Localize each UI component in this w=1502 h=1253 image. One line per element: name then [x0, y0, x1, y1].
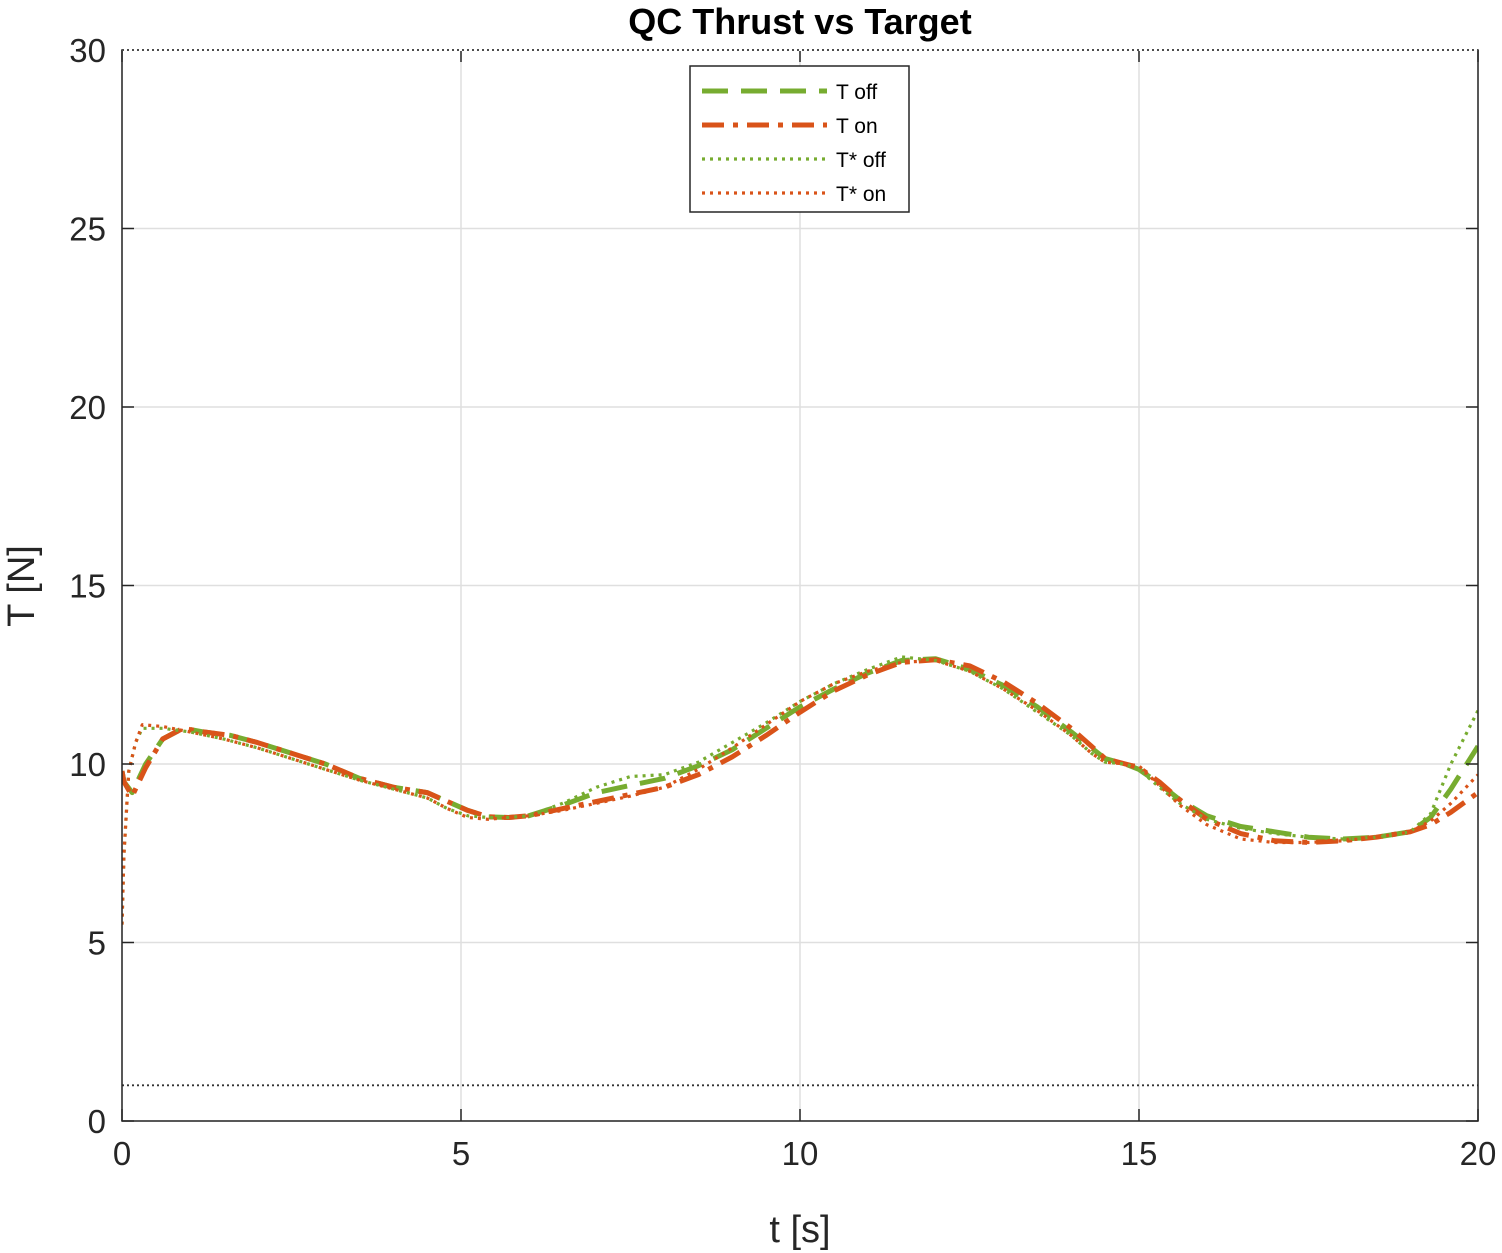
x-tick-label: 15: [1121, 1135, 1158, 1172]
tick-labels: 0 5 10 15 20 0 5 10 15 20 25 30: [69, 32, 1496, 1172]
y-axis-label: T [N]: [1, 545, 43, 627]
series-line-4: [122, 658, 1478, 925]
legend-label-4: T* on: [836, 183, 886, 206]
series-line-3: [122, 655, 1478, 925]
legend-label-3: T* off: [836, 149, 886, 172]
y-tick-label: 0: [88, 1103, 106, 1140]
chart-title: QC Thrust vs Target: [628, 1, 971, 42]
x-axis-label: t [s]: [769, 1209, 830, 1251]
legend: T off T on T* off T* on: [689, 65, 910, 213]
y-tick-label: 25: [69, 211, 106, 248]
series-line-1: [122, 656, 1478, 842]
y-tick-label: 30: [69, 32, 106, 69]
x-tick-label: 0: [113, 1135, 131, 1172]
legend-label-1: T off: [836, 81, 877, 104]
y-tick-label: 20: [69, 389, 106, 426]
x-tick-label: 20: [1460, 1135, 1497, 1172]
x-tick-label: 5: [452, 1135, 470, 1172]
x-tick-label: 10: [782, 1135, 819, 1172]
series-lines: [122, 655, 1478, 925]
axes: [121, 49, 1479, 1122]
y-tick-label: 15: [69, 568, 106, 605]
y-tick-label: 10: [69, 746, 106, 783]
y-tick-label: 5: [88, 925, 106, 962]
legend-label-2: T on: [836, 115, 878, 138]
series-line-2: [122, 657, 1478, 845]
